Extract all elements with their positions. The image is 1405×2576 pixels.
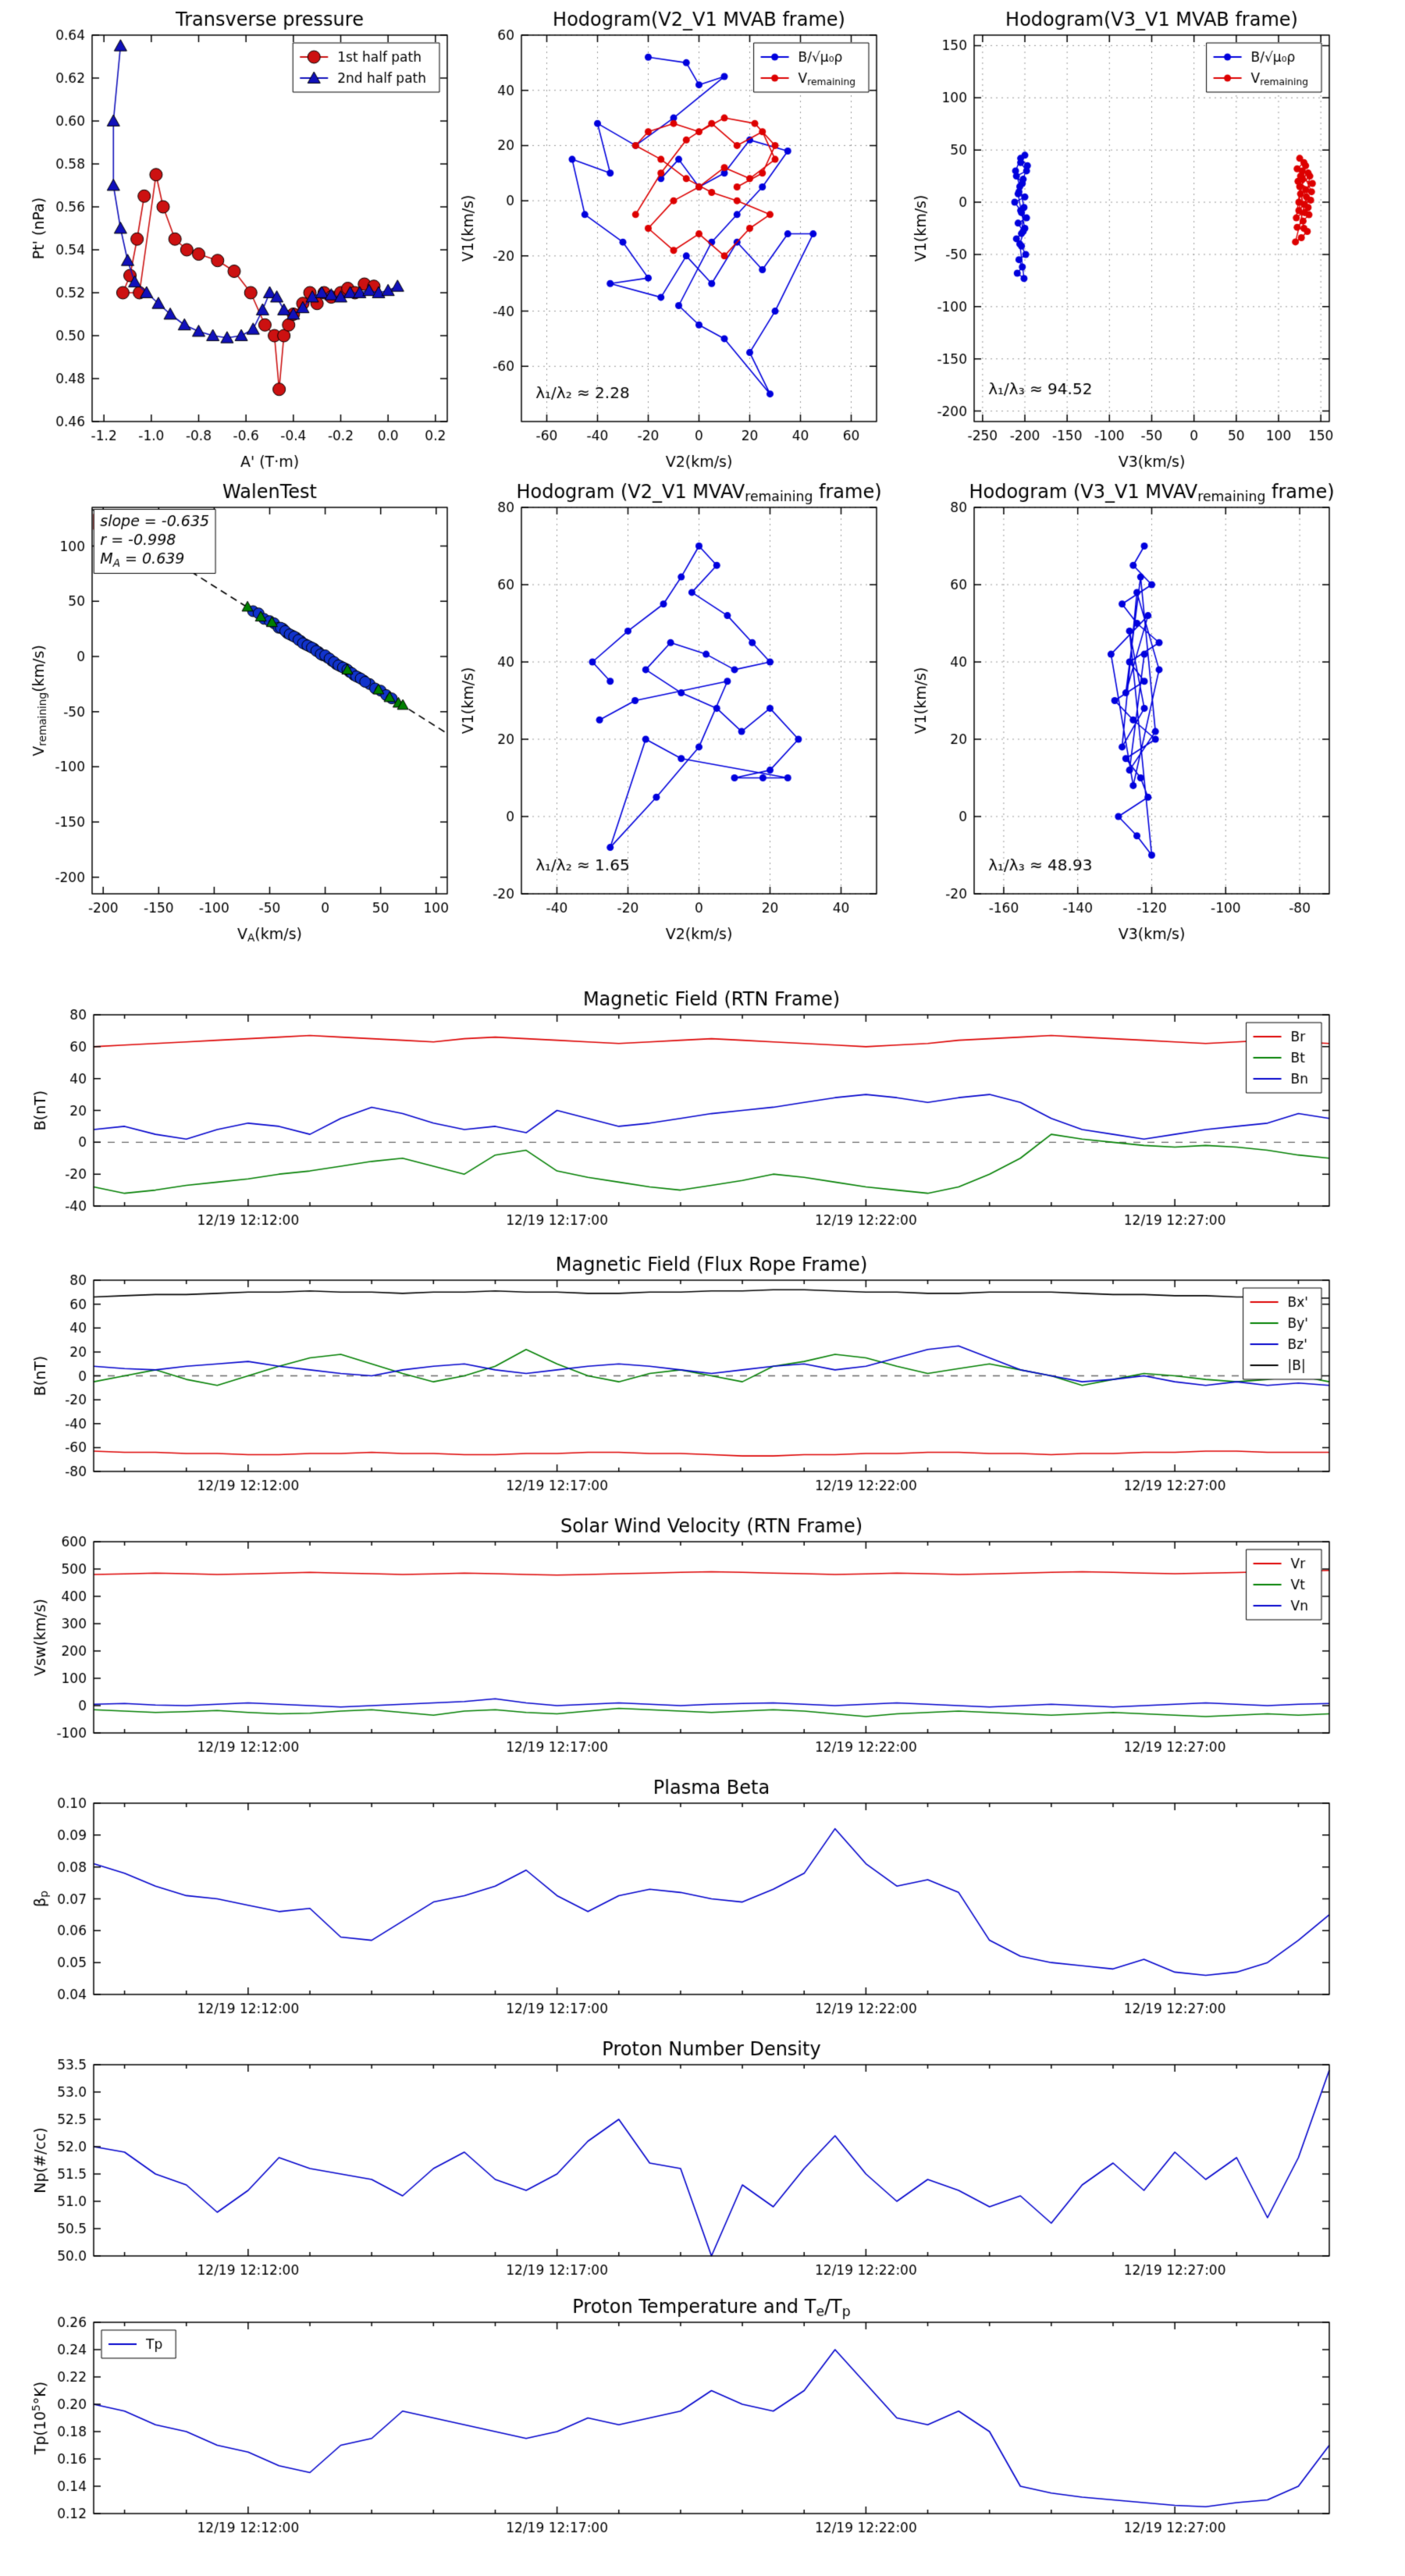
plot-plasma-beta (94, 1803, 1329, 1994)
plot-magnetic-field-rtn (94, 1015, 1329, 1206)
plot-walen-test (92, 507, 447, 894)
plot-hodogram-v2v1-mvab (521, 35, 877, 422)
plot-solar-wind-velocity (94, 1542, 1329, 1733)
plot-magnetic-field-fluxrope (94, 1280, 1329, 1471)
plot-proton-temperature (94, 2322, 1329, 2514)
plot-transverse-pressure (92, 35, 447, 422)
plot-proton-density (94, 2065, 1329, 2256)
plot-hodogram-v2v1-mvav (521, 507, 877, 894)
plot-hodogram-v3v1-mvab (974, 35, 1329, 422)
plot-hodogram-v3v1-mvav (974, 507, 1329, 894)
